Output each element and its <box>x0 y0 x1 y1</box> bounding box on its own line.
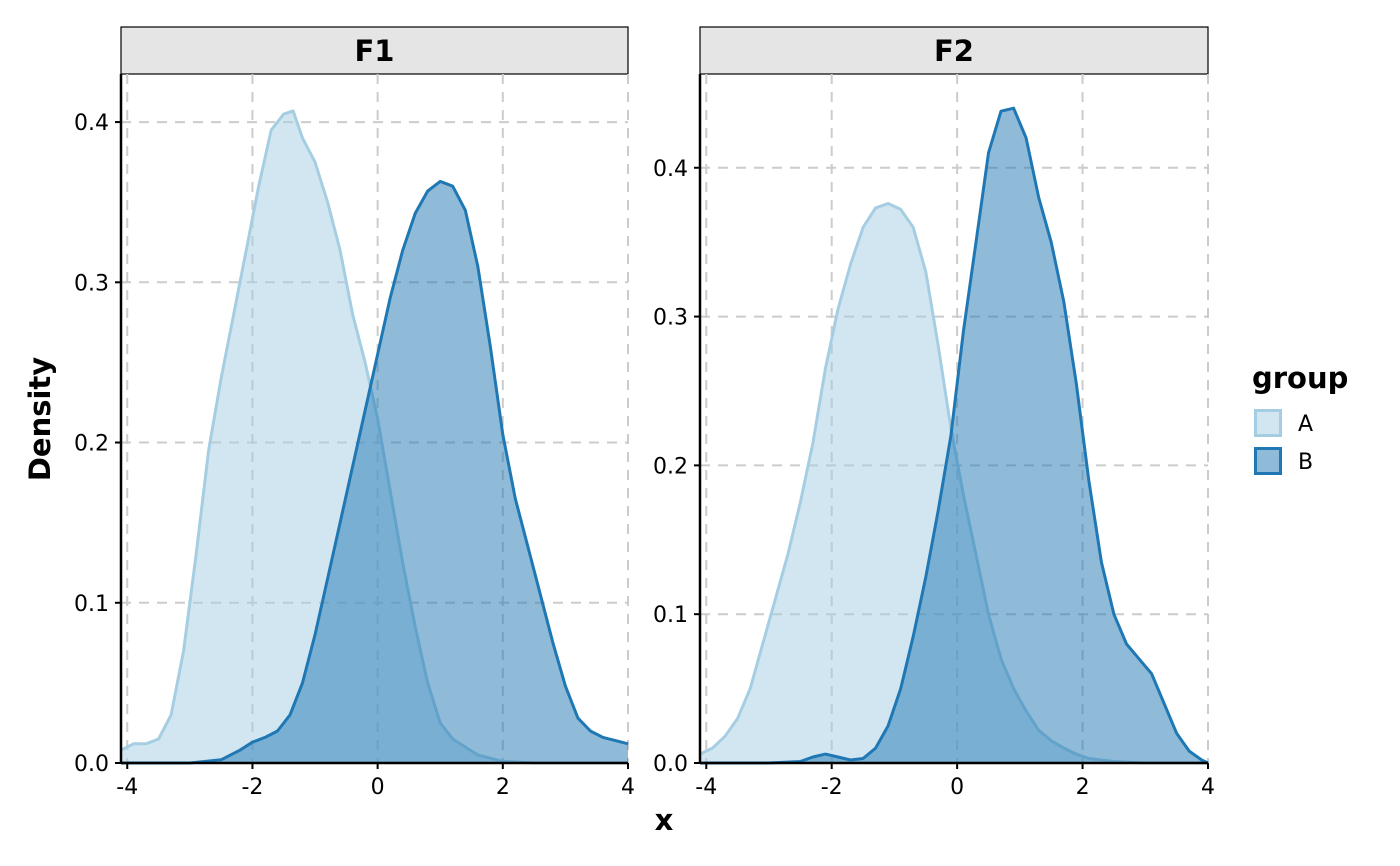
legend: group AB <box>1252 361 1348 475</box>
x-tick-label: 0 <box>950 775 964 800</box>
x-tick-label: 4 <box>1201 775 1215 800</box>
y-tick-label: 0.1 <box>74 592 109 617</box>
legend-title: group <box>1252 361 1348 395</box>
density-area-B <box>700 108 1208 763</box>
x-tick-label: -4 <box>695 775 717 800</box>
x-tick-label: 2 <box>496 775 510 800</box>
legend-key-A <box>1254 409 1282 437</box>
x-tick-label: 2 <box>1076 775 1090 800</box>
x-tick-label: 4 <box>621 775 635 800</box>
legend-label-A: A <box>1298 412 1313 437</box>
x-tick-label: -2 <box>821 775 843 800</box>
y-tick-label: 0.3 <box>653 306 688 331</box>
x-tick-label: -2 <box>241 775 263 800</box>
x-axis-title: x <box>655 803 674 837</box>
facet-title: F1 <box>355 34 395 68</box>
facet-strip <box>699 26 1209 75</box>
x-tick-label: -4 <box>116 775 138 800</box>
density-area-B <box>121 181 628 763</box>
y-tick-label: 0.2 <box>653 454 688 479</box>
density-line-B <box>121 179 629 765</box>
x-tick-label: 0 <box>371 775 385 800</box>
y-tick-label: 0.0 <box>653 752 688 777</box>
legend-entries: AB <box>1254 409 1313 475</box>
density-line-B <box>700 106 1209 765</box>
panels-layer: F1 -4 -2 0 2 4 0.0 0.1 0.2 0.3 0.4 F2 -4 -2 0 2 4 0.0 0.1 0… <box>74 26 1215 800</box>
y-tick-label: 0.1 <box>653 603 688 628</box>
legend-key-B <box>1254 447 1282 475</box>
facet-title: F2 <box>934 34 974 68</box>
legend-label-B: B <box>1298 450 1313 475</box>
y-tick-label: 0.0 <box>74 752 109 777</box>
y-axis-title: Density <box>23 357 57 481</box>
y-tick-label: 0.4 <box>74 111 109 136</box>
y-tick-label: 0.3 <box>74 271 109 296</box>
panel-F1: F1 -4 -2 0 2 4 0.0 0.1 0.2 0.3 0.4 <box>74 26 635 800</box>
panel-F2: F2 -4 -2 0 2 4 0.0 0.1 0.2 0.3 0.4 <box>653 26 1215 800</box>
y-tick-label: 0.2 <box>74 432 109 457</box>
facet-strip <box>120 26 629 75</box>
y-tick-label: 0.4 <box>653 157 688 182</box>
